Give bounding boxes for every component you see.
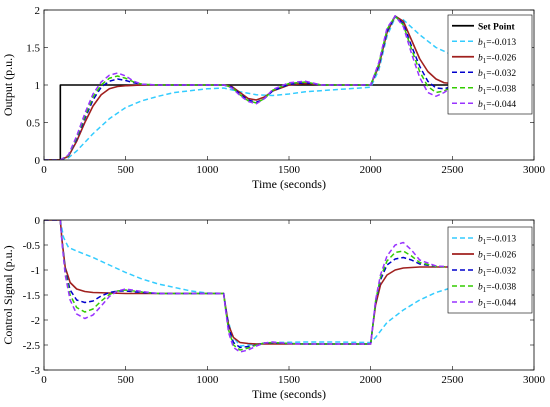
x-tick-label: 2500 — [441, 164, 464, 176]
y-tick-label: -2 — [31, 315, 40, 327]
y-tick-label: -2.5 — [23, 340, 41, 352]
x-tick-label: 2000 — [360, 164, 383, 176]
legend-entry: b1=-0.032 — [478, 69, 516, 81]
x-tick-label: 1500 — [278, 374, 301, 386]
y-tick-label: 0.5 — [26, 118, 40, 130]
x-tick-label: 3000 — [523, 374, 546, 386]
series-line-b1-0-038 — [44, 220, 453, 351]
legend-entry: b1=-0.013 — [478, 235, 516, 247]
legend-entry: b1=-0.013 — [478, 38, 516, 50]
legend-box — [447, 14, 533, 115]
x-tick-label: 1000 — [196, 374, 219, 386]
y-axis-title: Control Signal (p.u.) — [1, 245, 15, 344]
series-line-b1-0-044 — [44, 15, 453, 160]
y-tick-label: -3 — [31, 365, 41, 377]
y-tick-label: 2 — [35, 5, 41, 17]
y-axis-title: Output (p.u.) — [1, 54, 15, 116]
series-line-b1-0-026 — [44, 220, 453, 345]
legend-entry: b1=-0.038 — [478, 84, 516, 96]
x-tick-label: 2500 — [441, 374, 464, 386]
x-axis-title: Time (seconds) — [252, 387, 326, 401]
y-tick-label: 1.5 — [26, 43, 40, 55]
x-tick-label: 1500 — [278, 164, 301, 176]
x-tick-label: 0 — [41, 164, 47, 176]
series-line-b1-0-013 — [44, 16, 453, 160]
series-line-set-point — [44, 84, 453, 160]
y-tick-label: 1 — [35, 80, 41, 92]
y-tick-label: 0 — [35, 155, 41, 167]
series-line-b1-0-026 — [44, 15, 453, 160]
series-group — [44, 220, 453, 353]
legend-entry: b1=-0.044 — [478, 100, 516, 112]
legend-entry: b1=-0.026 — [478, 251, 516, 263]
series-line-b1-0-032 — [44, 15, 453, 160]
x-tick-label: 2000 — [360, 374, 383, 386]
output-plot: 0 500 1000 1500 2000 2500 3000 0 0.5 1 1.5 2 Time (s… — [1, 5, 546, 191]
y-tick-label: -1 — [31, 265, 40, 277]
y-tick-label: 0 — [35, 215, 41, 227]
legend-entry: b1=-0.026 — [478, 53, 516, 65]
x-tick-label: 500 — [117, 164, 134, 176]
legend-entry: b1=-0.032 — [478, 267, 516, 279]
series-group — [44, 15, 453, 160]
series-line-b1-0-032 — [44, 220, 453, 349]
x-axis-title: Time (seconds) — [252, 177, 326, 191]
legend-entry: b1=-0.044 — [478, 299, 516, 311]
y-tick-label: -0.5 — [23, 240, 41, 252]
series-line-b1-0-044 — [44, 220, 453, 353]
x-tick-label: 500 — [117, 374, 134, 386]
legend-entry: b1=-0.038 — [478, 283, 516, 295]
x-tick-label: 1000 — [196, 164, 219, 176]
legend-entry: Set Point — [478, 22, 516, 32]
y-tick-label: -1.5 — [23, 290, 41, 302]
legend: b1=-0.013 b1=-0.026 b1=-0.032 b1=-0.038 b1=-… — [447, 226, 533, 314]
x-tick-label: 3000 — [523, 164, 546, 176]
control-signal-plot: 0 500 1000 1500 2000 2500 3000 -3 -2.5 -2 -1.5 -1 -0… — [1, 215, 546, 401]
series-line-b1-0-013 — [44, 220, 453, 347]
legend: Set Point b1=-0.013 b1=-0.026 b1=-0.032 b1=-… — [447, 14, 533, 115]
series-line-b1-0-038 — [44, 15, 453, 160]
x-tick-label: 0 — [41, 374, 47, 386]
